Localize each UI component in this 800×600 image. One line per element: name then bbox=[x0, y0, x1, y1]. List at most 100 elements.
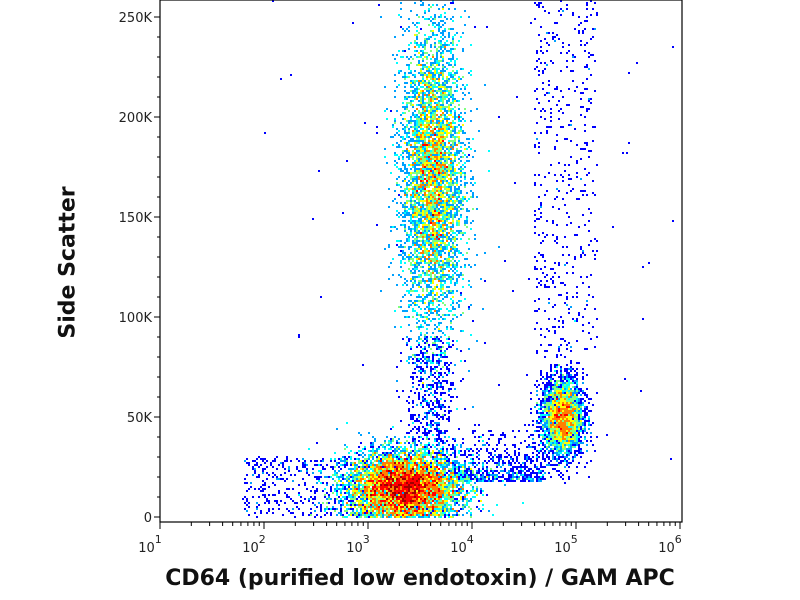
density-cell bbox=[428, 176, 430, 178]
density-cell bbox=[438, 508, 440, 510]
density-cell bbox=[434, 112, 436, 114]
density-cell bbox=[448, 270, 450, 272]
density-cell bbox=[452, 494, 454, 496]
density-cell bbox=[432, 80, 434, 82]
density-cell bbox=[448, 262, 450, 264]
density-cell bbox=[450, 144, 452, 146]
density-cell bbox=[404, 164, 406, 166]
density-cell bbox=[444, 202, 446, 204]
density-cell bbox=[410, 278, 412, 280]
density-cell bbox=[402, 500, 404, 502]
density-cell bbox=[366, 482, 368, 484]
density-cell bbox=[412, 386, 414, 388]
density-cell bbox=[372, 486, 374, 488]
density-cell bbox=[382, 504, 384, 506]
density-cell bbox=[376, 490, 378, 492]
density-cell bbox=[418, 270, 420, 272]
density-cell bbox=[428, 24, 430, 26]
density-cell bbox=[410, 10, 412, 12]
density-cell bbox=[420, 454, 422, 456]
density-cell bbox=[420, 500, 422, 502]
density-cell bbox=[378, 500, 380, 502]
density-cell bbox=[444, 160, 446, 162]
density-cell bbox=[414, 176, 416, 178]
density-cell bbox=[414, 84, 416, 86]
density-cell bbox=[426, 400, 428, 402]
density-cell bbox=[408, 122, 410, 124]
density-cell bbox=[408, 290, 410, 292]
density-cell bbox=[450, 188, 452, 190]
density-cell bbox=[414, 190, 416, 192]
density-cell bbox=[422, 114, 424, 116]
density-cell bbox=[414, 180, 416, 182]
density-cell bbox=[432, 62, 434, 64]
density-cell bbox=[408, 102, 410, 104]
density-cell bbox=[374, 492, 376, 494]
density-cell bbox=[450, 48, 452, 50]
density-cell bbox=[468, 198, 470, 200]
density-cell bbox=[440, 488, 442, 490]
density-cell bbox=[414, 256, 416, 258]
density-cell bbox=[438, 196, 440, 198]
density-cell bbox=[408, 132, 410, 134]
density-cell bbox=[452, 160, 454, 162]
density-cell bbox=[336, 488, 338, 490]
density-cell bbox=[420, 196, 422, 198]
density-cell bbox=[412, 206, 414, 208]
density-cell bbox=[396, 514, 398, 516]
density-cell bbox=[446, 116, 448, 118]
density-cell bbox=[410, 470, 412, 472]
density-cell bbox=[330, 508, 332, 510]
density-cell bbox=[450, 280, 452, 282]
density-cell bbox=[440, 148, 442, 150]
density-cell bbox=[394, 80, 396, 82]
density-cell bbox=[438, 214, 440, 216]
density-cell bbox=[458, 124, 460, 126]
density-cell bbox=[422, 16, 424, 18]
density-cell bbox=[446, 188, 448, 190]
density-cell bbox=[430, 482, 432, 484]
density-cell bbox=[420, 484, 422, 486]
density-cell bbox=[450, 148, 452, 150]
density-cell bbox=[424, 252, 426, 254]
density-cell bbox=[388, 278, 390, 280]
density-cell bbox=[428, 178, 430, 180]
density-cell bbox=[402, 478, 404, 480]
density-cell bbox=[378, 482, 380, 484]
density-cell bbox=[438, 184, 440, 186]
density-cell bbox=[352, 484, 354, 486]
density-cell bbox=[416, 210, 418, 212]
density-cell bbox=[452, 514, 454, 516]
density-cell bbox=[414, 478, 416, 480]
density-cell bbox=[426, 446, 428, 448]
density-cell bbox=[342, 476, 344, 478]
density-cell bbox=[430, 144, 432, 146]
density-cell bbox=[418, 88, 420, 90]
density-cell bbox=[334, 480, 336, 482]
density-cell bbox=[386, 444, 388, 446]
density-cell bbox=[434, 62, 436, 64]
density-cell bbox=[376, 512, 378, 514]
density-cell bbox=[460, 16, 462, 18]
density-cell bbox=[446, 328, 448, 330]
density-cell bbox=[480, 500, 482, 502]
density-cell bbox=[444, 110, 446, 112]
density-cell bbox=[436, 194, 438, 196]
density-cell bbox=[442, 216, 444, 218]
density-cell bbox=[414, 242, 416, 244]
density-cell bbox=[414, 172, 416, 174]
density-cell bbox=[448, 514, 450, 516]
density-cell bbox=[430, 66, 432, 68]
density-cell bbox=[414, 482, 416, 484]
density-cell bbox=[412, 178, 414, 180]
density-cell bbox=[390, 442, 392, 444]
density-cell bbox=[384, 456, 386, 458]
density-cell bbox=[432, 220, 434, 222]
density-cell bbox=[420, 170, 422, 172]
density-cell bbox=[414, 490, 416, 492]
density-cell bbox=[384, 504, 386, 506]
density-cell bbox=[396, 494, 398, 496]
density-cell bbox=[426, 130, 428, 132]
density-cell bbox=[406, 184, 408, 186]
density-cell bbox=[362, 456, 364, 458]
